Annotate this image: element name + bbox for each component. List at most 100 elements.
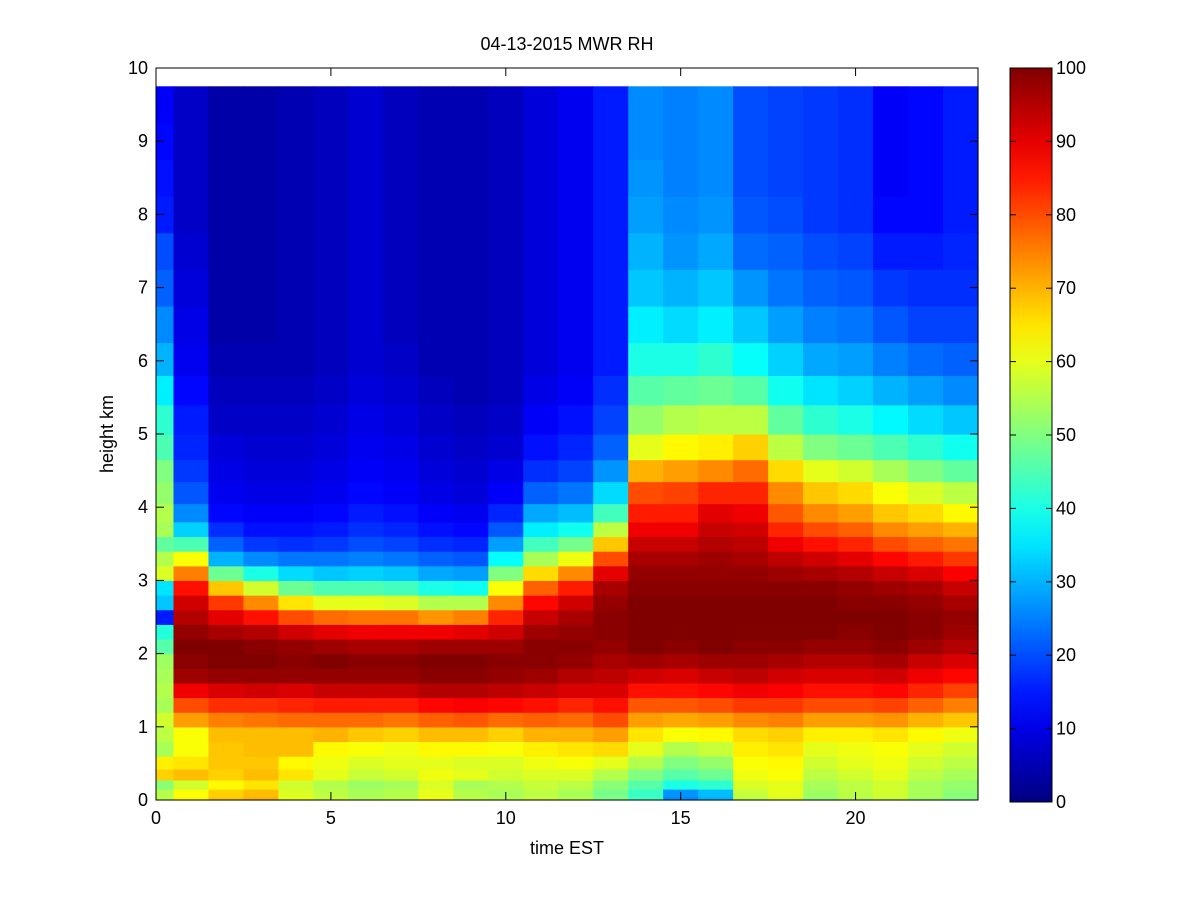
heatmap-cell — [838, 768, 874, 781]
heatmap-cell — [313, 95, 349, 124]
heatmap-cell — [418, 95, 454, 124]
heatmap-cell — [908, 269, 944, 307]
heatmap-cell — [628, 375, 664, 406]
heatmap-cell — [838, 196, 874, 234]
heatmap-cell — [733, 726, 769, 743]
heatmap-cell — [453, 481, 489, 505]
heatmap-cell — [943, 503, 979, 523]
heatmap-cell — [908, 609, 944, 625]
heatmap-cell — [208, 481, 245, 505]
heatmap-cell — [523, 86, 559, 97]
heatmap-cell — [208, 609, 245, 625]
heatmap-cell — [593, 375, 629, 406]
heatmap-cell — [453, 86, 489, 97]
heatmap-cell — [628, 459, 664, 483]
heatmap-cell — [873, 434, 909, 461]
heatmap-cell — [208, 375, 245, 406]
heatmap-cell — [698, 768, 734, 781]
heatmap-cell — [943, 796, 979, 801]
heatmap-cell — [453, 536, 489, 552]
heatmap-cell — [908, 342, 944, 377]
heatmap-cell — [453, 741, 489, 757]
heatmap-cell — [733, 779, 769, 790]
heatmap-cell — [733, 95, 769, 124]
heatmap-cell — [698, 232, 734, 270]
heatmap-cell — [733, 697, 769, 713]
heatmap-cell — [768, 375, 804, 406]
heatmap-cell — [208, 536, 245, 552]
heatmap-cell — [208, 196, 245, 234]
heatmap-cell — [173, 95, 210, 124]
heatmap-cell — [873, 459, 909, 483]
heatmap-cell — [698, 481, 734, 505]
heatmap-cell — [803, 375, 839, 406]
heatmap-cell — [873, 232, 909, 270]
heatmap-cell — [838, 779, 874, 790]
heatmap-cell — [768, 638, 804, 655]
heatmap-cell — [173, 159, 210, 197]
heatmap-cell — [278, 305, 315, 344]
heatmap-cell — [523, 342, 559, 377]
heatmap-cell — [698, 697, 734, 713]
heatmap-cell — [838, 756, 874, 770]
heatmap-cell — [313, 580, 349, 596]
heatmap-cell — [908, 726, 944, 743]
heatmap-cell — [908, 521, 944, 538]
heatmap-cell — [523, 756, 559, 770]
heatmap-cell — [628, 756, 664, 770]
heatmap-cell — [803, 653, 839, 669]
heatmap-cell — [663, 653, 699, 669]
heatmap-cell — [628, 624, 664, 640]
heatmap-cell — [173, 434, 210, 461]
heatmap-cell — [733, 741, 769, 757]
heatmap-cell — [173, 122, 210, 161]
heatmap-cell — [488, 232, 524, 270]
heatmap-cell — [908, 536, 944, 552]
heatmap-cell — [523, 159, 559, 197]
heatmap-cell — [663, 434, 699, 461]
heatmap-cell — [558, 580, 594, 596]
heatmap-cell — [278, 404, 315, 435]
heatmap-cell — [278, 741, 315, 757]
heatmap-cell — [908, 159, 944, 197]
heatmap-cell — [558, 668, 594, 684]
heatmap-cell — [453, 768, 489, 781]
heatmap-cell — [768, 595, 804, 611]
heatmap-cell — [558, 712, 594, 728]
heatmap-cell — [418, 741, 454, 757]
heatmap-cell — [243, 653, 280, 669]
heatmap-cell — [156, 95, 175, 124]
heatmap-cell — [173, 580, 210, 596]
heatmap-cell — [558, 459, 594, 483]
heatmap-cell — [418, 624, 454, 640]
heatmap-cell — [383, 459, 419, 483]
heatmap-cell — [156, 595, 175, 611]
heatmap-cell — [453, 551, 489, 567]
heatmap-cell — [873, 159, 909, 197]
heatmap-cell — [313, 521, 349, 538]
colorbar-tick-label: 30 — [1056, 572, 1076, 592]
heatmap-cell — [838, 305, 874, 344]
heatmap-cell — [593, 481, 629, 505]
heatmap-cell — [768, 682, 804, 699]
heatmap-cell — [593, 434, 629, 461]
heatmap-cell — [558, 503, 594, 523]
heatmap-cell — [803, 595, 839, 611]
heatmap-cell — [698, 580, 734, 596]
heatmap-cell — [628, 565, 664, 581]
heatmap-cell — [943, 595, 979, 611]
heatmap-cell — [418, 682, 454, 699]
heatmap-cell — [243, 375, 280, 406]
heatmap-cell — [156, 305, 175, 344]
heatmap-cell — [243, 536, 280, 552]
y-tick-label: 10 — [128, 58, 148, 78]
heatmap-cell — [243, 779, 280, 790]
heatmap-cell — [488, 756, 524, 770]
heatmap-cell — [698, 624, 734, 640]
heatmap-cell — [803, 459, 839, 483]
heatmap-cell — [593, 565, 629, 581]
heatmap-cell — [208, 796, 245, 801]
y-tick-label: 0 — [138, 790, 148, 810]
heatmap-cell — [453, 95, 489, 124]
heatmap-cell — [488, 86, 524, 97]
